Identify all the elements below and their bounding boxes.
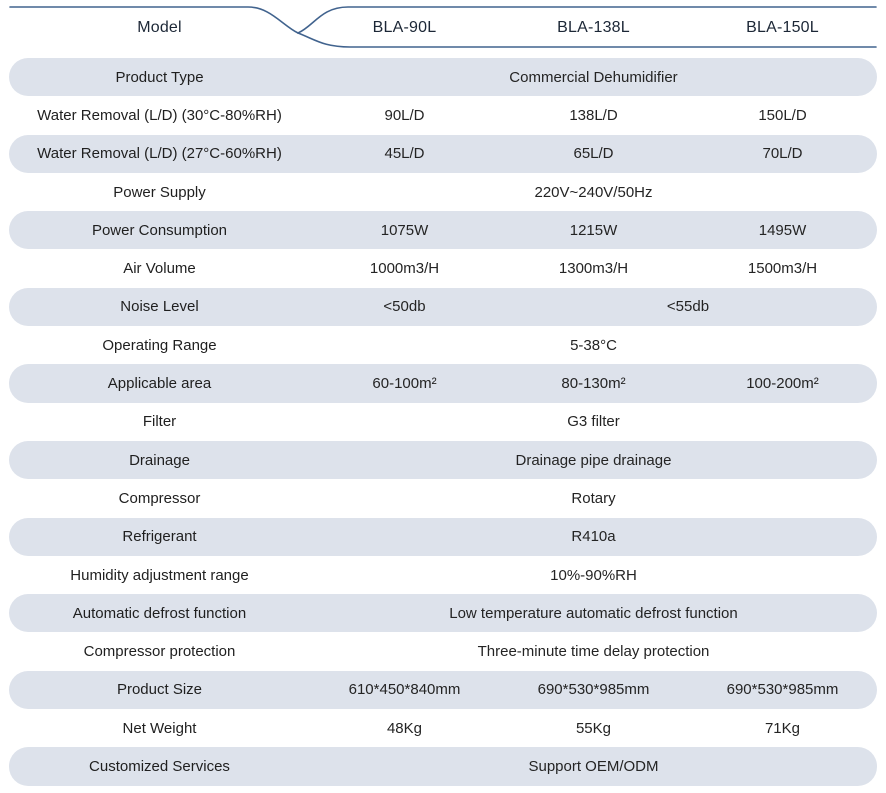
spec-value: <55db xyxy=(666,298,710,316)
spec-label: Product Type xyxy=(115,68,204,86)
spec-value: 45L/D xyxy=(384,145,425,163)
spec-label: Product Size xyxy=(116,681,203,699)
spec-value: 220V~240V/50Hz xyxy=(534,183,653,201)
spec-label: Refrigerant xyxy=(122,528,197,546)
spec-label: Humidity adjustment range xyxy=(70,566,249,584)
spec-label: Drainage xyxy=(129,451,190,469)
table-row: Power Supply 220V~240V/50Hz xyxy=(9,173,877,211)
spec-value: Drainage pipe drainage xyxy=(515,451,672,469)
spec-label: Noise Level xyxy=(120,298,199,316)
table-row: Automatic defrost function Low temperatur… xyxy=(9,594,877,633)
table-row: Noise Level <50db <55db xyxy=(9,287,877,327)
spec-value: Rotary xyxy=(571,489,616,507)
table-row: Compressor protection Three-minute time d… xyxy=(9,632,877,670)
table-row: Compressor Rotary xyxy=(9,479,877,517)
spec-value: Low temperature automatic defrost functi… xyxy=(449,604,738,622)
table-row: Refrigerant R410a xyxy=(9,517,877,556)
spec-value: 1495W xyxy=(758,221,807,239)
spec-label: Automatic defrost function xyxy=(72,604,247,622)
spec-value: 80-130m² xyxy=(561,375,626,393)
table-row: Humidity adjustment range 10%-90%RH xyxy=(9,556,877,594)
table-row: Product Type Commercial Dehumidifier xyxy=(9,58,877,97)
spec-value: 690*530*985mm xyxy=(537,681,650,699)
spec-value: 1300m3/H xyxy=(558,260,629,278)
spec-label: Power Supply xyxy=(113,183,206,201)
spec-value: 1500m3/H xyxy=(747,260,818,278)
model-name-2: BLA-138L xyxy=(557,18,630,36)
spec-value: Three-minute time delay protection xyxy=(477,643,710,661)
spec-value: 65L/D xyxy=(573,145,614,163)
spec-rows: Product Type Commercial Dehumidifier Water… xyxy=(0,58,886,786)
table-header: Model BLA-90L BLA-138L BLA-150L xyxy=(0,0,886,55)
spec-value: 70L/D xyxy=(762,145,803,163)
table-row: Operating Range 5-38°C xyxy=(9,326,877,364)
spec-label: Applicable area xyxy=(107,375,212,393)
table-row: Net Weight 48Kg 55Kg 71Kg xyxy=(9,709,877,747)
spec-label: Compressor xyxy=(118,489,201,507)
spec-value: 100-200m² xyxy=(746,375,819,393)
spec-label: Filter xyxy=(142,413,177,431)
spec-value: 1000m3/H xyxy=(369,260,440,278)
spec-label: Customized Services xyxy=(89,757,230,775)
spec-value: 138L/D xyxy=(569,106,618,124)
spec-label: Compressor protection xyxy=(83,643,236,661)
spec-value: R410a xyxy=(571,528,616,546)
table-row: Product Size 610*450*840mm 690*530*985mm 69… xyxy=(9,670,877,710)
spec-label: Power Consumption xyxy=(91,221,228,239)
spec-value: Commercial Dehumidifier xyxy=(509,68,678,86)
spec-value: 60-100m² xyxy=(372,375,437,393)
spec-label: Water Removal (L/D) (30°C-80%RH) xyxy=(37,106,282,124)
spec-value: <50db xyxy=(383,298,426,316)
header-divider-curve xyxy=(9,6,877,48)
spec-label: Air Volume xyxy=(123,260,196,278)
spec-label: Water Removal (L/D) (27°C-60%RH) xyxy=(37,145,282,163)
table-row: Water Removal (L/D) (27°C-60%RH) 45L/D 65L… xyxy=(9,134,877,173)
spec-value: 150L/D xyxy=(758,106,807,124)
table-row: Air Volume 1000m3/H 1300m3/H 1500m3/H xyxy=(9,249,877,287)
table-row: Drainage Drainage pipe drainage xyxy=(9,440,877,480)
spec-value: 90L/D xyxy=(384,106,425,124)
model-name-3: BLA-150L xyxy=(746,18,819,36)
spec-value: G3 filter xyxy=(567,413,620,431)
spec-value: 610*450*840mm xyxy=(348,681,461,699)
spec-label: Operating Range xyxy=(102,336,217,354)
spec-value: 5-38°C xyxy=(570,336,617,354)
spec-value: 48Kg xyxy=(386,719,423,737)
table-row: Applicable area 60-100m² 80-130m² 100-200m² xyxy=(9,364,877,403)
spec-value: 71Kg xyxy=(764,719,801,737)
table-row: Power Consumption 1075W 1215W 1495W xyxy=(9,211,877,250)
spec-value: Support OEM/ODM xyxy=(528,757,659,775)
table-row: Filter G3 filter xyxy=(9,403,877,441)
spec-value: 690*530*985mm xyxy=(726,681,839,699)
spec-value: 1215W xyxy=(569,221,618,239)
spec-value: 10%-90%RH xyxy=(550,566,637,584)
table-row: Water Removal (L/D) (30°C-80%RH) 90L/D 138… xyxy=(9,96,877,134)
spec-label: Net Weight xyxy=(122,719,197,737)
spec-value: 55Kg xyxy=(575,719,612,737)
table-row: Customized Services Support OEM/ODM xyxy=(9,747,877,786)
header-row: Model BLA-90L BLA-138L BLA-150L xyxy=(9,0,877,55)
model-header-label: Model xyxy=(137,18,182,36)
spec-value: 1075W xyxy=(380,221,429,239)
model-name-1: BLA-90L xyxy=(372,18,437,36)
